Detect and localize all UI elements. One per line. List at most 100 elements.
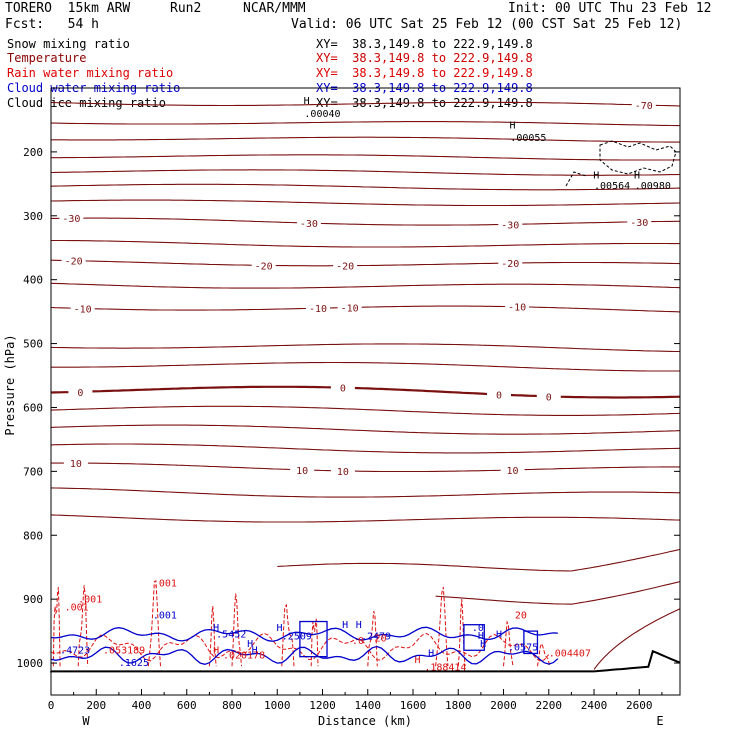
cloud-ice-contour bbox=[565, 171, 587, 187]
isotherm-label-bg bbox=[500, 463, 525, 475]
legend-cloud-ice: Cloud ice mixing ratio bbox=[7, 96, 166, 110]
isotherm-label-bg bbox=[337, 301, 362, 313]
cloud-water-contours: HHH H HH HH HH.4723.001.5452.2509.2479.0.057… bbox=[50, 610, 559, 669]
rain-value-label: .0 bbox=[352, 636, 364, 647]
isotherm-label-bg bbox=[296, 217, 321, 229]
cloud-water-high-marker: H bbox=[496, 629, 502, 640]
cloud-water-value-label: .001 bbox=[153, 610, 177, 621]
isotherm-label: 0 bbox=[496, 390, 502, 401]
temperature-isotherm bbox=[50, 305, 681, 313]
y-tick-label: 500 bbox=[23, 338, 43, 351]
cloud-water-value-label: .4723 bbox=[60, 645, 90, 656]
model-title: TORERO 15km ARW bbox=[5, 1, 131, 16]
x-tick-label: 1200 bbox=[309, 699, 336, 712]
y-tick-label: 200 bbox=[23, 146, 43, 159]
isotherm-label: -10 bbox=[74, 304, 92, 315]
cloud-water-contour bbox=[50, 626, 558, 642]
isotherm-label: -70 bbox=[635, 101, 653, 112]
rain-water-contour bbox=[537, 642, 551, 667]
x-tick-label: 800 bbox=[222, 699, 242, 712]
xy-rain: XY= 38.3,149.8 to 222.9,149.8 bbox=[316, 66, 533, 80]
axes: 0 200 400 600 800 1000 1200 1400 1600 1800 2000 220… bbox=[17, 87, 681, 712]
rain-water-contour bbox=[77, 585, 89, 667]
isotherm-label: 0 bbox=[546, 392, 552, 403]
isotherm-label-bg bbox=[290, 463, 315, 475]
legend-rain: Rain water mixing ratio bbox=[7, 66, 174, 80]
isotherm-label: -20 bbox=[336, 262, 354, 273]
temperature-isotherm bbox=[50, 183, 681, 191]
legend-snow: Snow mixing ratio bbox=[7, 37, 130, 51]
cloud-ice-high-marker: H bbox=[510, 120, 516, 131]
cloud-ice-value-label: .00980 bbox=[635, 181, 671, 192]
rain-water-contour bbox=[310, 618, 319, 667]
rain-water-contour bbox=[435, 586, 449, 667]
xy-snow: XY= 38.3,149.8 to 222.9,149.8 bbox=[316, 37, 533, 51]
isotherm-label: -30 bbox=[300, 219, 318, 230]
rain-water-contour bbox=[208, 605, 217, 667]
cloud-water-high-marker: H bbox=[252, 645, 258, 656]
isotherm-label-bg bbox=[63, 457, 88, 469]
rain-value-label: 20 bbox=[515, 610, 527, 621]
temperature-isotherm bbox=[50, 487, 681, 498]
isotherm-label-bg bbox=[251, 259, 276, 271]
cloud-ice-contours: H H H H .00040 .00055 .00564 .00980 bbox=[304, 96, 677, 192]
temperature-isotherm bbox=[50, 443, 681, 454]
cloud-water-contour bbox=[299, 620, 328, 658]
temperature-isotherm bbox=[435, 581, 681, 605]
isotherm-label: -20 bbox=[65, 257, 83, 268]
temperature-isotherm bbox=[50, 101, 681, 107]
x-axis-title: Distance (km) bbox=[318, 714, 412, 728]
isotherm-label-bg bbox=[498, 218, 523, 230]
rain-value-label: .004407 bbox=[549, 649, 591, 660]
rain-value-label: .020178 bbox=[223, 651, 265, 662]
temperature-isotherm bbox=[593, 608, 681, 670]
isotherm-label-bg bbox=[498, 257, 523, 269]
y-tick-label: 1000 bbox=[17, 657, 44, 670]
init-time: Init: 00 UTC Thu 23 Feb 12 bbox=[508, 1, 712, 16]
temperature-isotherm bbox=[51, 239, 680, 248]
forecast-hour: Fcst: 54 h bbox=[5, 17, 99, 32]
y-tick-label: 900 bbox=[23, 593, 43, 606]
cloud-water-high-marker: H bbox=[478, 631, 484, 642]
temperature-isotherm bbox=[51, 154, 680, 161]
cloud-water-high-marker: H bbox=[213, 623, 219, 634]
x-tick-label: 600 bbox=[177, 699, 197, 712]
y-tick-label: 400 bbox=[23, 274, 43, 287]
isotherm-label-bg bbox=[61, 254, 86, 266]
cloud-water-value-label: .2509 bbox=[282, 631, 312, 642]
temperature-isotherm bbox=[51, 462, 680, 473]
y-tick-label: 300 bbox=[23, 210, 43, 223]
temperature-isotherm bbox=[50, 405, 681, 416]
plot-frame bbox=[50, 87, 681, 696]
rain-water-contour bbox=[147, 579, 161, 667]
cloud-ice-contour bbox=[599, 140, 677, 175]
x-tick-label: 0 bbox=[48, 699, 55, 712]
x-tick-label: 2000 bbox=[490, 699, 517, 712]
isotherm-label-bg bbox=[59, 212, 84, 224]
rain-value-label: .188414 bbox=[424, 663, 466, 674]
cloud-ice-value-label: .00564 bbox=[594, 181, 630, 192]
temperature-isotherm bbox=[50, 282, 681, 289]
isotherm-label-bg bbox=[70, 302, 95, 314]
isotherm-label-bg bbox=[536, 390, 561, 402]
cloud-water-contour bbox=[523, 630, 539, 655]
isotherm-label-bg bbox=[330, 464, 355, 476]
temperature-isotherm bbox=[51, 136, 680, 143]
cloud-ice-high-marker: H bbox=[304, 96, 310, 107]
rain-value-label: 20 bbox=[375, 633, 387, 644]
temperature-isotherm bbox=[50, 385, 681, 399]
xy-temperature: XY= 38.3,149.8 to 222.9,149.8 bbox=[316, 51, 533, 65]
west-label: W bbox=[82, 714, 90, 728]
isotherm-label-bg bbox=[333, 259, 358, 271]
isotherm-label: -30 bbox=[501, 220, 519, 231]
temperature-isotherm bbox=[51, 361, 680, 372]
legend-temperature: Temperature bbox=[7, 51, 87, 65]
cloud-water-contour bbox=[463, 624, 485, 651]
isotherm-label: -30 bbox=[630, 218, 648, 229]
rain-contours: HH bbox=[50, 579, 551, 667]
isotherm-label: 10 bbox=[296, 466, 308, 477]
y-tick-label: 700 bbox=[23, 465, 43, 478]
isotherm-label: -10 bbox=[341, 303, 359, 314]
